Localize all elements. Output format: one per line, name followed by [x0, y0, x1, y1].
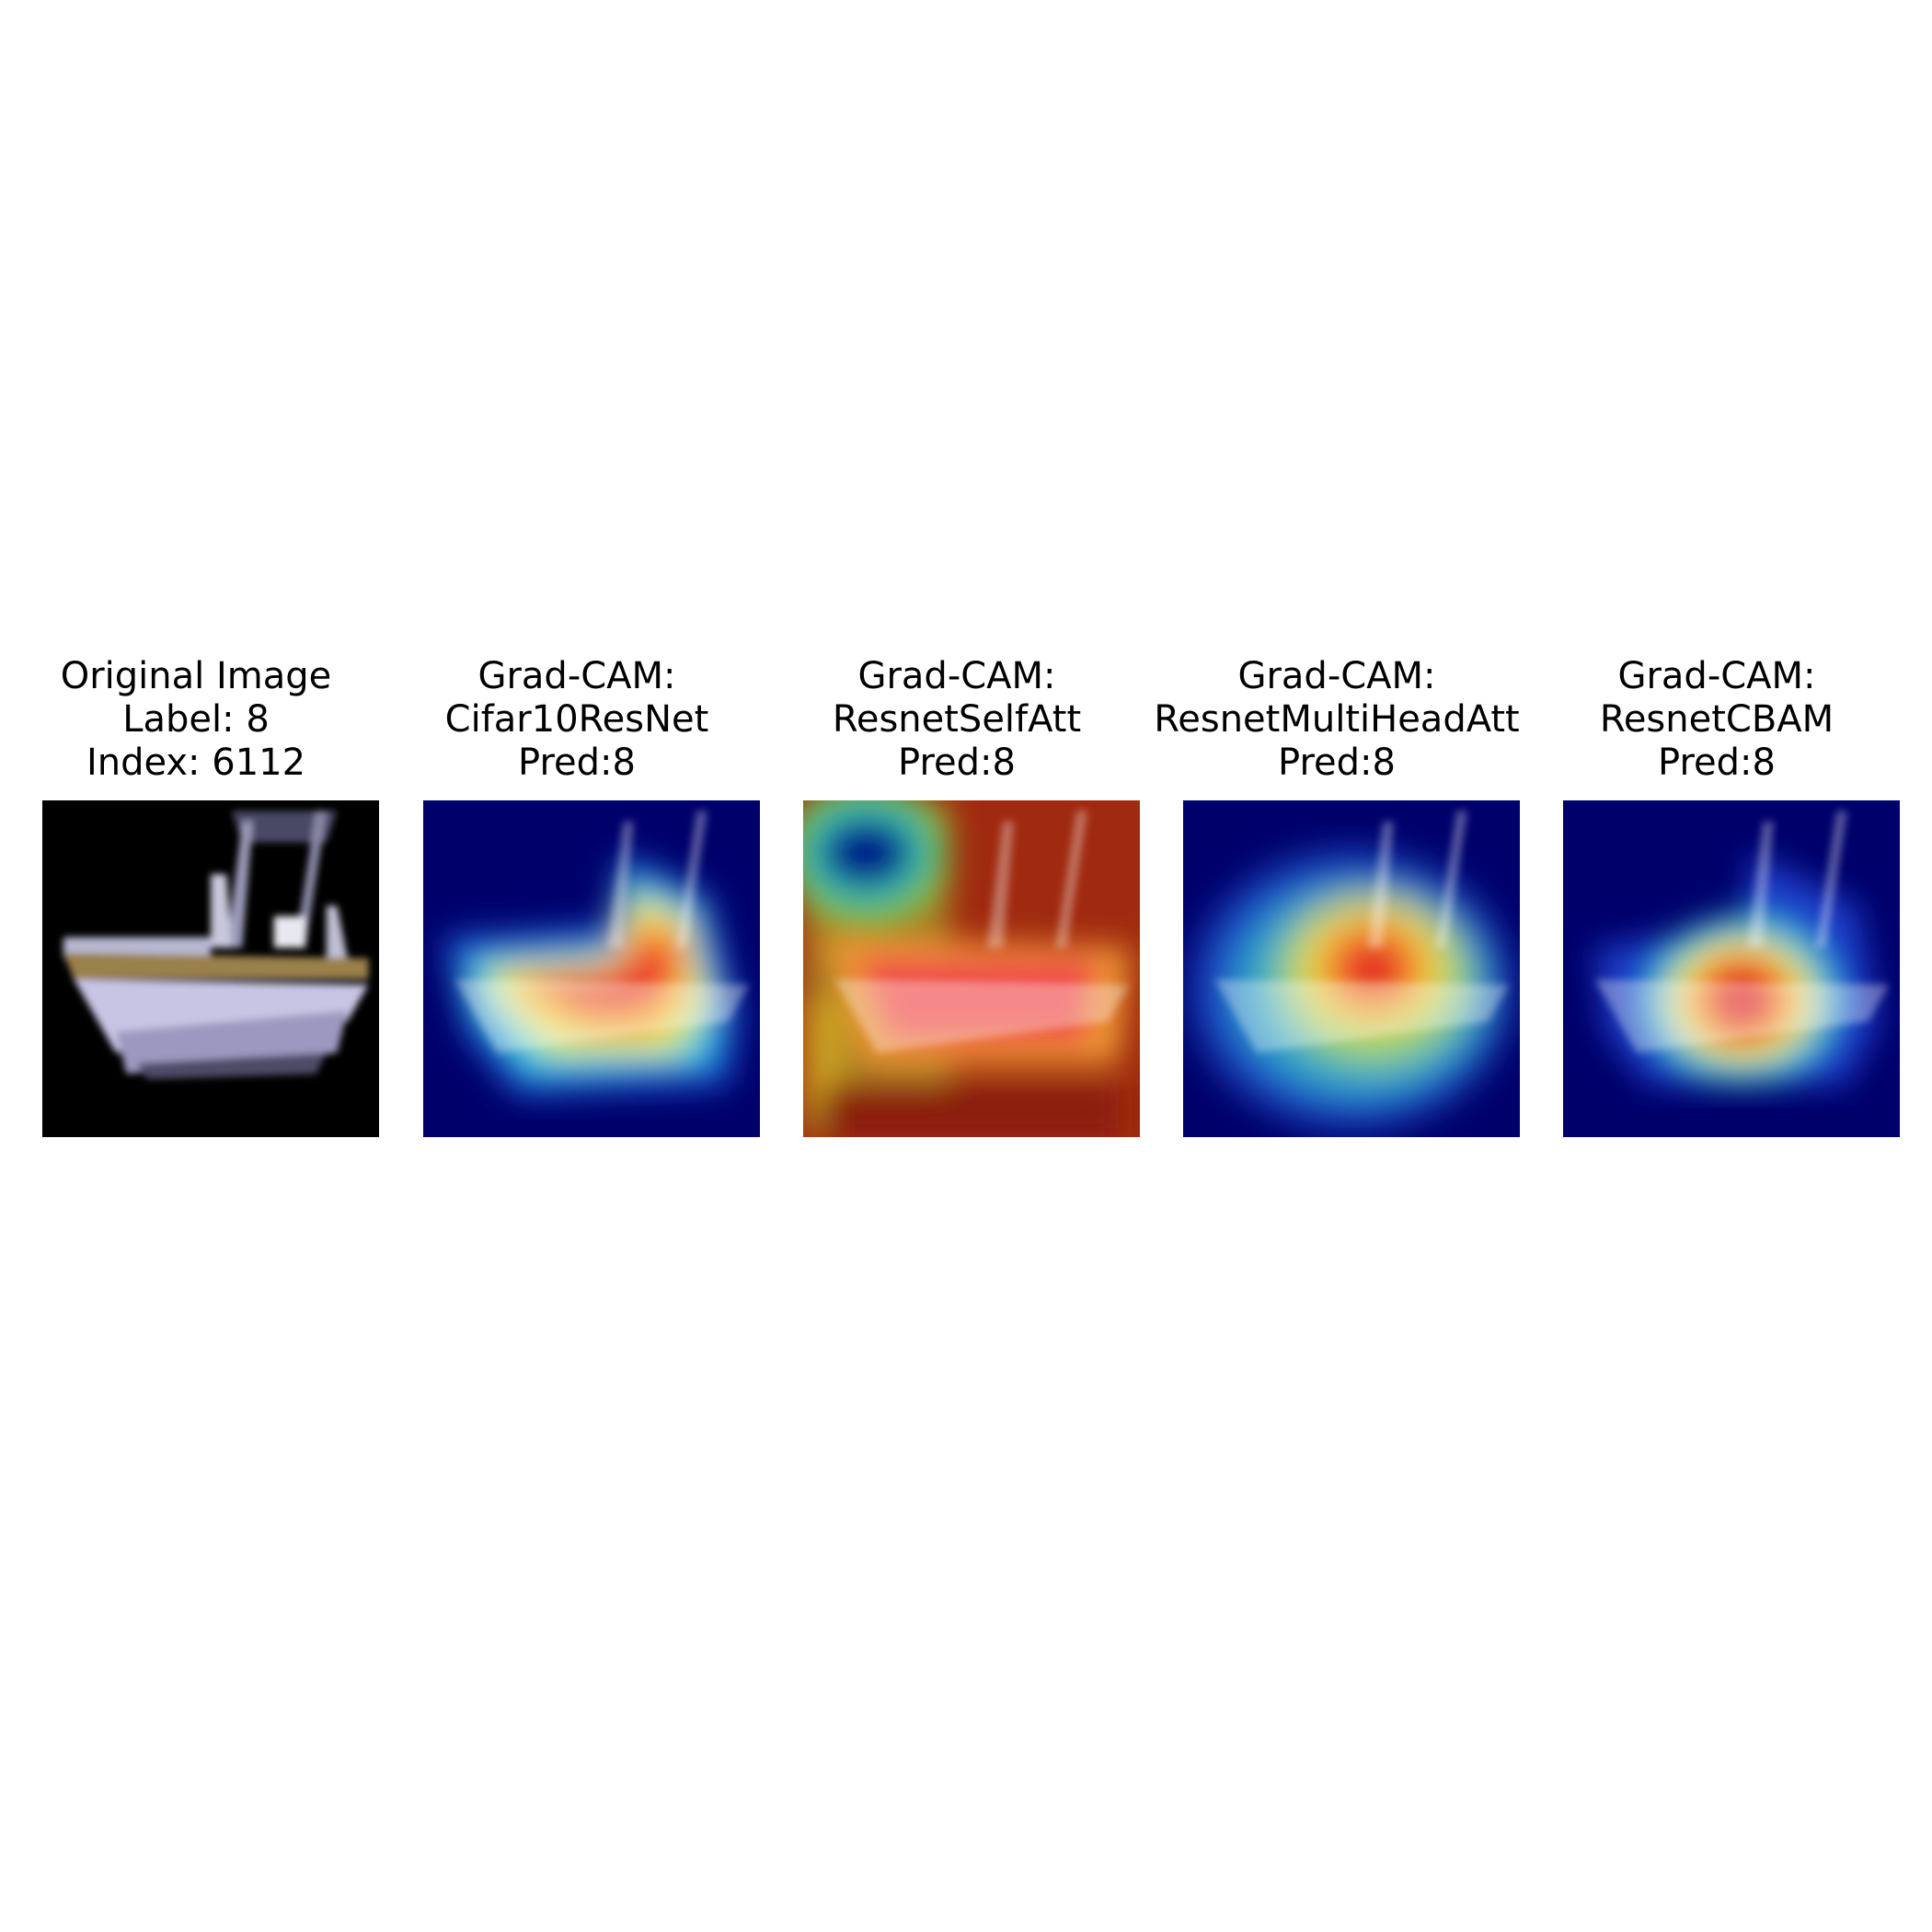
- panel-title-line: Grad-CAM:: [1617, 655, 1816, 697]
- panel-title-line: ResnetMultiHeadAtt: [1154, 698, 1520, 741]
- panel-title-line: Pred:8: [518, 742, 636, 784]
- panel-title-line: Pred:8: [898, 742, 1016, 784]
- panel-title-line: Pred:8: [1658, 742, 1776, 784]
- panel-title-line: Grad-CAM:: [857, 655, 1056, 697]
- gradcam-heatmap-resnetmultiheadatt: [1183, 800, 1520, 1137]
- panel-title-line: Cifar10ResNet: [444, 698, 709, 741]
- gradcam-heatmap-cifar10resnet: [423, 800, 760, 1137]
- original-image: [42, 800, 379, 1137]
- panel-title-line: ResnetSelfAtt: [832, 698, 1082, 741]
- panel-title-line: Grad-CAM:: [477, 655, 676, 697]
- panel-title-line: ResnetCBAM: [1599, 698, 1834, 741]
- panel-title-line: Grad-CAM:: [1237, 655, 1436, 697]
- panel-title-line: Label: 8: [122, 698, 270, 741]
- gradcam-heatmap-resnetselfatt: [803, 800, 1140, 1137]
- panel-title-line: Index: 6112: [86, 742, 306, 784]
- gradcam-heatmap-resnetcbam: [1563, 800, 1900, 1137]
- panel-title-line: Pred:8: [1278, 742, 1396, 784]
- panel-title-line: Original Image: [60, 655, 332, 697]
